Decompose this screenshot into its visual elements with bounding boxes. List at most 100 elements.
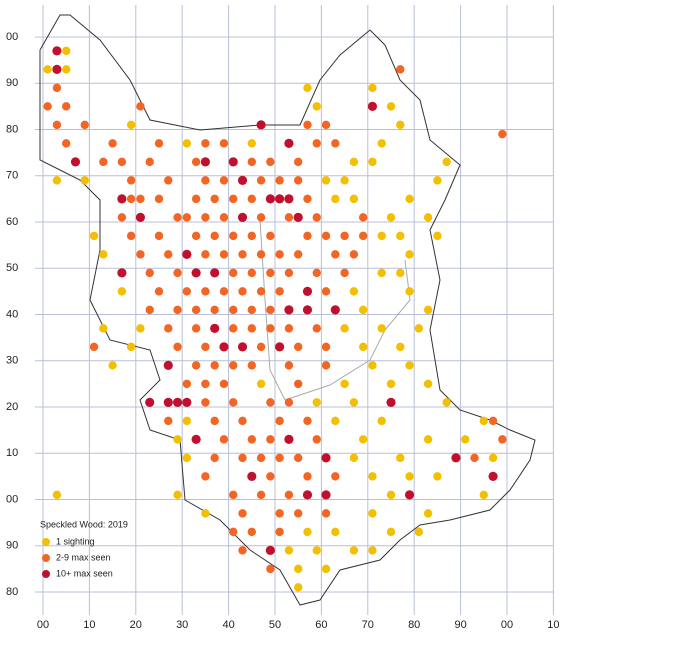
record-dot <box>294 342 303 352</box>
record-dot <box>312 213 321 222</box>
record-dot <box>498 435 507 444</box>
record-dot <box>191 194 201 204</box>
record-dot <box>210 416 219 426</box>
record-dot <box>368 509 377 518</box>
record-dot <box>266 564 275 574</box>
record-dot <box>284 546 294 555</box>
record-dot <box>275 453 284 463</box>
record-dot <box>349 250 359 259</box>
record-dot <box>266 435 275 444</box>
x-label: 10 <box>83 619 95 631</box>
record-dot <box>145 157 154 167</box>
record-dot <box>136 194 145 204</box>
record-dot <box>108 361 117 370</box>
record-dot <box>331 194 340 204</box>
record-dot <box>433 176 442 185</box>
record-dot <box>358 231 368 241</box>
record-dot <box>266 157 275 167</box>
record-dot <box>117 213 127 222</box>
record-dot <box>321 509 331 518</box>
grid: 00 10 20 30 40 50 60 70 80 90 00 10 00 90 80 70 60 50 40 30… <box>6 5 560 631</box>
x-label: 40 <box>222 619 234 631</box>
record-dot <box>256 176 266 185</box>
map-frame <box>35 5 553 615</box>
record-dot <box>182 139 192 148</box>
record-dot <box>237 212 248 222</box>
record-dot <box>312 435 321 444</box>
record-dot <box>442 157 451 167</box>
record-dot <box>99 250 108 259</box>
record-dot <box>377 231 386 241</box>
record-dot <box>256 490 266 500</box>
record-dot <box>173 268 182 278</box>
record-dot <box>331 139 340 148</box>
record-dot <box>117 268 127 278</box>
record-dot <box>423 435 433 444</box>
legend-swatch <box>42 554 50 562</box>
record-dot <box>488 453 498 463</box>
record-dot <box>284 268 294 278</box>
record-dot <box>461 435 470 444</box>
record-dot <box>312 546 321 555</box>
record-dot <box>219 379 229 389</box>
record-dot <box>303 194 312 204</box>
x-label: 50 <box>269 619 281 631</box>
y-label: 80 <box>6 586 18 598</box>
record-dot <box>404 490 415 500</box>
record-dot <box>275 287 284 296</box>
record-dot <box>479 416 488 426</box>
record-dot <box>43 102 52 111</box>
record-dot <box>126 176 136 185</box>
record-dot <box>201 379 210 389</box>
record-dot <box>321 490 331 500</box>
record-dot <box>228 157 238 167</box>
y-label: 80 <box>6 123 18 135</box>
record-dot <box>117 287 127 296</box>
record-dot <box>275 176 284 185</box>
record-dot <box>126 231 136 241</box>
record-dot <box>172 397 183 407</box>
record-dot <box>145 268 154 278</box>
record-dot <box>377 416 386 426</box>
record-dot <box>266 268 275 278</box>
record-dot <box>238 453 247 463</box>
record-dot <box>210 305 219 315</box>
record-dot <box>70 157 81 167</box>
record-dot <box>275 342 285 352</box>
record-dot <box>229 305 238 315</box>
record-dot <box>191 231 201 241</box>
record-dot <box>349 194 359 204</box>
record-dot <box>488 471 498 481</box>
record-dot <box>340 324 349 333</box>
x-label: 70 <box>362 619 374 631</box>
record-dot <box>340 268 349 278</box>
legend-title: Speckled Wood: 2019 <box>40 519 128 529</box>
record-dot <box>321 231 331 241</box>
record-dot <box>358 305 368 315</box>
legend-label: 10+ max seen <box>56 568 113 578</box>
record-dot <box>386 213 396 222</box>
record-dot <box>145 397 155 407</box>
record-dot <box>173 305 182 315</box>
record-dot <box>173 213 182 222</box>
y-label: 50 <box>6 262 18 274</box>
record-dot <box>89 231 99 241</box>
record-dot <box>182 249 192 259</box>
record-dot <box>433 231 442 241</box>
record-dot <box>331 472 340 481</box>
x-label: 90 <box>454 619 466 631</box>
record-dot <box>312 324 321 333</box>
record-dot <box>247 157 256 167</box>
record-dot <box>173 490 182 500</box>
record-dot <box>396 453 405 463</box>
record-dot <box>294 176 303 185</box>
record-dot <box>154 287 164 296</box>
record-dot <box>256 342 266 352</box>
record-dot <box>117 194 127 204</box>
record-dot <box>284 434 294 444</box>
record-dot <box>294 453 303 463</box>
record-dot <box>201 287 210 296</box>
record-dot <box>330 305 340 315</box>
record-dot <box>349 287 359 296</box>
record-dot <box>302 490 313 500</box>
